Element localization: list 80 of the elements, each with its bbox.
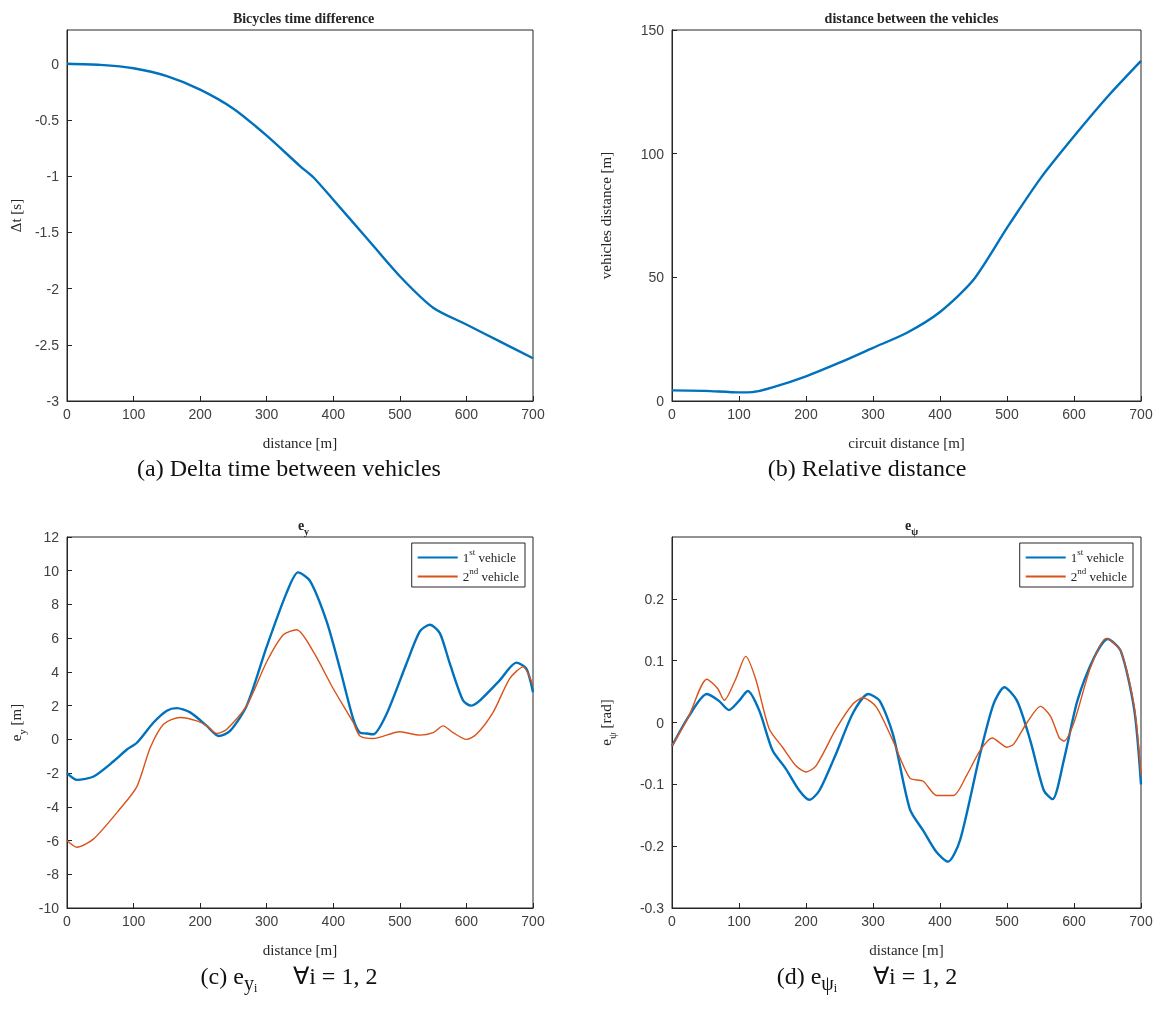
y-tick-label: 0 [656,714,665,731]
x-tick-label: 200 [794,913,818,929]
line-series [671,637,1142,797]
y-axis-title: eψ [rad] [597,699,618,746]
x-tick-label: 200 [188,913,213,929]
y-tick-label: -1 [46,168,60,185]
x-tick-label: 300 [861,406,885,422]
line-series [670,59,1143,394]
x-tick-label: 200 [794,406,818,422]
y-tick-label: 150 [640,22,665,38]
y-tick-label: -2.5 [34,336,60,353]
chart-title: Bicycles time difference [232,10,375,26]
x-tick-label: 300 [255,406,279,422]
x-tick-label: 700 [521,406,545,422]
x-tick-label: 400 [928,913,952,929]
x-tick-label: 500 [388,406,412,422]
y-tick-label: 0 [656,393,665,409]
x-tick-label: 100 [727,406,751,422]
y-tick-label: 10 [43,562,60,579]
y-axis-title: ey [m] [7,703,28,742]
x-tick-label: 700 [1129,913,1153,929]
line-series [65,62,535,360]
y-tick-label: -2 [46,765,60,782]
line-series [670,637,1143,863]
x-tick-label: 500 [995,913,1019,929]
x-tick-label: 300 [255,913,279,929]
x-axis-title: circuit distance [m] [848,434,965,451]
x-tick-label: 0 [63,913,72,929]
y-tick-label: 12 [43,529,60,545]
y-tick-label: 8 [51,596,60,613]
x-tick-label: 200 [188,406,213,422]
y-tick-label: 50 [648,269,665,286]
y-tick-label: 2 [51,697,60,714]
y-tick-label: 4 [51,663,60,680]
y-tick-label: -0.5 [34,111,60,128]
x-tick-label: 600 [1062,913,1086,929]
text: (b) Relative distance [766,455,968,482]
y-tick-label: -0.1 [639,776,665,793]
y-tick-label: -10 [38,900,60,916]
x-tick-label: 700 [1129,406,1153,422]
x-tick-label: 100 [121,913,146,929]
text: (a) Delta time between vehicles [136,455,442,482]
x-tick-label: 500 [388,913,412,929]
x-tick-label: 400 [321,406,346,422]
y-tick-label: -4 [46,798,60,815]
x-tick-label: 400 [321,913,346,929]
x-tick-label: 0 [63,406,72,422]
y-tick-label: 0.2 [644,590,665,607]
line-series [66,629,534,848]
x-tick-label: 0 [668,913,677,929]
y-axis-title: Δt [s] [7,198,24,233]
text: (c) e$_{yᵢ}$ ∀i = 1, 2 [200,963,378,994]
y-tick-label: -3 [46,393,60,409]
x-tick-label: 100 [727,913,751,929]
y-tick-label: -0.2 [639,838,665,855]
y-tick-label: -2 [46,280,60,297]
text: (d) e$_{ψᵢ}$ ∀i = 1, 2 [776,963,958,994]
y-tick-label: 0 [51,731,60,748]
x-tick-label: 700 [521,913,545,929]
y-tick-label: -8 [46,866,60,883]
x-tick-label: 100 [121,406,146,422]
x-tick-label: 500 [995,406,1019,422]
y-tick-label: 6 [51,630,60,647]
y-tick-label: 100 [640,145,665,162]
x-axis-title: distance [m] [869,941,944,958]
y-tick-label: 0 [51,55,60,72]
x-axis-title: distance [m] [262,941,338,958]
y-tick-label: 0.1 [644,652,665,669]
x-tick-label: 400 [928,406,952,422]
x-tick-label: 600 [454,406,479,422]
x-tick-label: 600 [1062,406,1086,422]
y-tick-label: -1.5 [34,224,60,241]
chart-title: distance between the vehicles [824,10,999,26]
y-tick-label: -0.3 [639,900,665,916]
y-tick-label: -6 [46,832,60,849]
y-axis-title: vehicles distance [m] [597,151,614,280]
x-tick-label: 300 [861,913,885,929]
x-axis-title: distance [m] [262,434,338,451]
x-tick-label: 0 [668,406,677,422]
x-tick-label: 600 [454,913,479,929]
